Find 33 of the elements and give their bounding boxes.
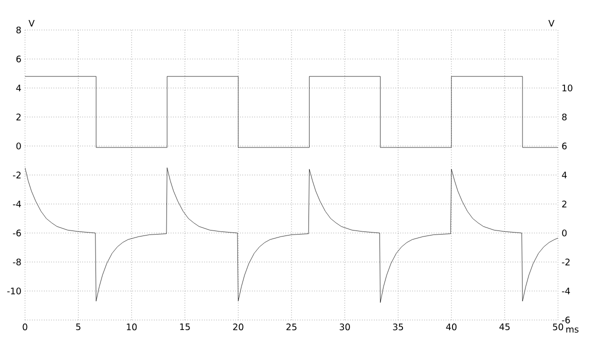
y2-tick-label: 4 [562,172,567,178]
y2-tick-label: 10 [562,84,572,92]
x-tick-label: 5 [76,324,80,330]
x-tick-label: 35 [393,324,404,330]
y2-tick-label: 6 [562,142,567,150]
x-tick-label: 25 [286,324,296,330]
y2-tick-label: -2 [562,258,570,266]
y-tick-label: 4 [16,84,21,92]
y-tick-label: -10 [7,288,21,294]
y-tick-label: -8 [12,258,21,266]
y-tick-label: 8 [16,26,21,34]
x-tick-label: 0 [22,324,28,330]
y-tick-label: 6 [16,56,21,62]
y-tick-label: 2 [16,114,21,120]
y-tick-label: 0 [16,142,21,150]
y-tick-label: -4 [12,200,21,208]
x-tick-label: 45 [499,324,510,330]
y2-tick-label: 8 [562,114,567,120]
x-tick-label: 40 [446,324,457,330]
y2-tick-label: -6 [562,316,570,324]
y-tick-label: -2 [12,172,21,178]
x-tick-label: 15 [180,324,190,330]
y-axis-title: V [28,20,35,26]
x-tick-label: 30 [340,324,350,330]
y-tick-label: -6 [12,230,21,236]
y2-axis-title: V [548,20,554,26]
y2-tick-label: 2 [562,200,566,208]
x-tick-label: 10 [126,324,137,330]
x-tick-label: 20 [233,324,244,330]
x-tick-label: 50 [552,324,564,330]
x-axis-title: ms [566,328,578,333]
y2-tick-label: 0 [562,230,567,236]
y2-tick-label: -4 [562,288,570,294]
